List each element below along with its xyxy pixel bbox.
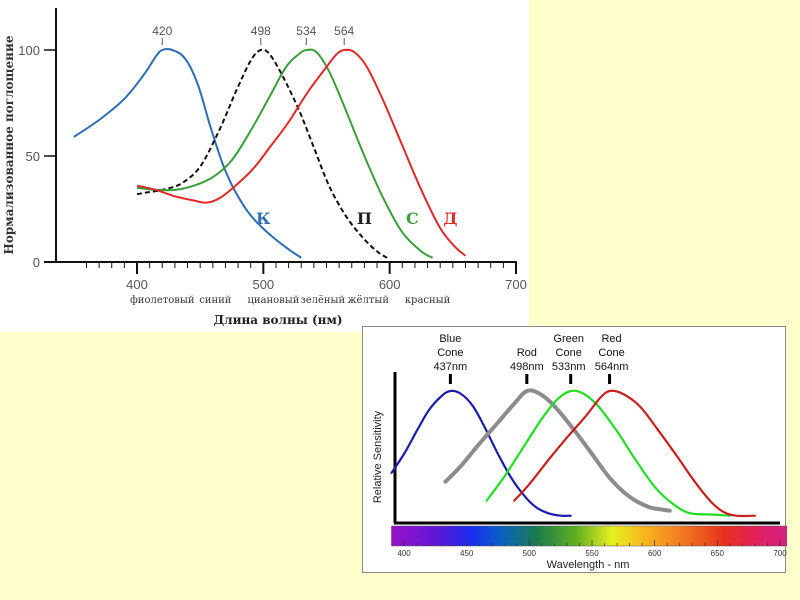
ru-x-tick-label: 400 xyxy=(126,277,148,292)
ru-series-line-Д xyxy=(136,48,467,257)
en-x-tick-label: 700 xyxy=(773,549,787,558)
en-peak-label: Cone xyxy=(437,347,463,359)
ru-x-tick-label: 500 xyxy=(252,277,274,292)
ru-axes: 0 50 100 400 500 600 700 фиолетовый синий циановы… xyxy=(18,8,527,306)
ru-y-tick-label: 0 xyxy=(33,255,40,270)
russian-absorption-chart: 0 50 100 400 500 600 700 фиолетовый синий циановы… xyxy=(2,8,527,327)
english-sensitivity-chart: 400 450 500 550 600 650 700 Blue Cone 437nm Rod 49… xyxy=(372,333,787,571)
ru-peak-label: 564 xyxy=(334,24,354,38)
ru-series-line-С xyxy=(136,48,434,259)
en-peak-label: Green xyxy=(553,333,584,345)
en-axes xyxy=(393,372,780,525)
ru-labels: Нормализованное поглощение Длина волны (… xyxy=(2,35,343,327)
ru-y-tick-label: 100 xyxy=(18,43,40,58)
en-series-line-rod xyxy=(443,388,672,513)
en-series-line-green-cone xyxy=(485,389,731,517)
en-series-line-red-cone xyxy=(513,389,756,518)
en-peak-marker xyxy=(525,374,529,384)
ru-color-band-label: зелёный xyxy=(300,295,345,306)
en-peak-label: 533nm xyxy=(552,361,586,373)
ru-series-line-К xyxy=(73,48,302,259)
en-peak-label: 498nm xyxy=(510,361,544,373)
ru-color-band-label: фиолетовый xyxy=(130,295,195,306)
en-peak-marker xyxy=(608,374,612,384)
en-x-tick-label: 600 xyxy=(648,549,662,558)
en-series-line-blue-cone xyxy=(390,389,572,518)
ru-color-band-label: жёлтый xyxy=(347,295,389,306)
en-spectrum-bar xyxy=(391,525,787,547)
en-peak-label: Blue xyxy=(439,333,461,345)
ru-color-band-label: синий xyxy=(199,295,232,306)
en-peak-label: 564nm xyxy=(595,361,629,373)
ru-color-band-label: красный xyxy=(405,295,451,306)
en-y-axis-label: Relative Sensitivity xyxy=(372,410,384,503)
ru-y-tick-label: 50 xyxy=(26,149,40,164)
ru-x-tick-label: 600 xyxy=(379,277,401,292)
ru-y-axis-label: Нормализованное поглощение xyxy=(2,35,16,254)
en-series-group: Blue Cone 437nm Rod 498nm Green Cone 533nm Red Co… xyxy=(390,333,756,518)
ru-series-label: С xyxy=(406,209,419,228)
en-x-tick-label: 400 xyxy=(397,549,411,558)
en-peak-marker xyxy=(448,374,452,384)
ru-color-band-label: циановый xyxy=(247,295,299,306)
en-peak-label: Cone xyxy=(598,347,624,359)
ru-series-line-П xyxy=(136,48,388,259)
en-spectrum-ticks: 400 450 500 550 600 650 700 xyxy=(397,540,787,558)
ru-x-tick-label: 700 xyxy=(505,277,527,292)
en-labels: Relative Sensitivity Wavelength - nm xyxy=(372,410,629,571)
en-x-axis-label: Wavelength - nm xyxy=(547,559,630,571)
ru-peak-label: 534 xyxy=(296,24,316,38)
en-peak-label: 437nm xyxy=(434,361,468,373)
en-x-tick-label: 650 xyxy=(711,549,725,558)
english-sensitivity-chart-panel: 400 450 500 550 600 650 700 Blue Cone 437nm Rod 49… xyxy=(362,326,787,573)
ru-series-label: П xyxy=(357,209,372,228)
ru-peak-label: 498 xyxy=(251,24,271,38)
en-x-tick-label: 450 xyxy=(460,549,474,558)
ru-peak-label: 420 xyxy=(152,24,172,38)
ru-x-axis-label: Длина волны (нм) xyxy=(213,313,342,327)
en-peak-marker xyxy=(569,374,573,384)
en-peak-label: Red xyxy=(601,333,621,345)
en-peak-label: Cone xyxy=(556,347,582,359)
ru-series-label: Д xyxy=(443,209,457,228)
en-x-tick-label: 500 xyxy=(523,549,537,558)
ru-series-label: К xyxy=(256,209,271,228)
en-x-tick-label: 550 xyxy=(585,549,599,558)
en-peak-label: Rod xyxy=(517,347,537,359)
russian-absorption-chart-panel: 0 50 100 400 500 600 700 фиолетовый синий циановы… xyxy=(0,0,529,332)
